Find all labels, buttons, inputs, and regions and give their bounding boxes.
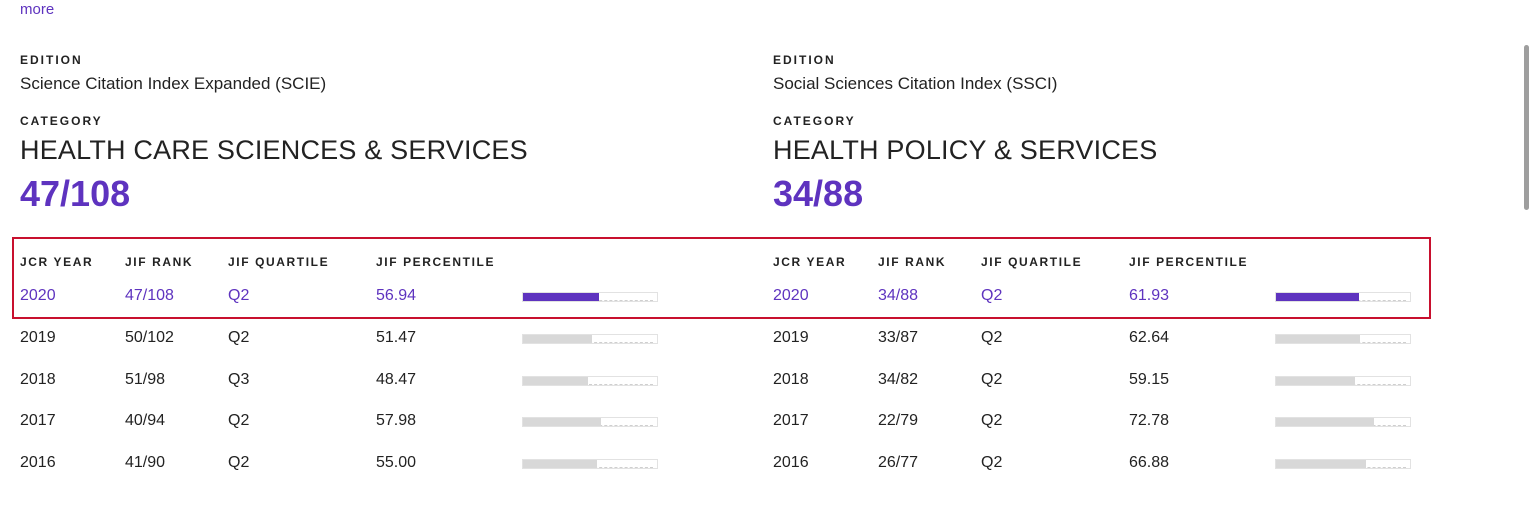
cell-jcr-year: 2018 xyxy=(20,371,56,388)
percentile-bar xyxy=(522,292,658,302)
table-row: 2020 47/108 Q2 56.94 xyxy=(20,287,760,309)
percentile-bar-fill xyxy=(523,377,588,385)
scrollbar-thumb[interactable] xyxy=(1524,45,1529,210)
header-jif-percentile: JIF PERCENTILE xyxy=(1129,255,1249,269)
table-row: 2020 34/88 Q2 61.93 xyxy=(773,287,1513,309)
percentile-bar xyxy=(1275,376,1411,386)
header-jcr-year: JCR YEAR xyxy=(20,255,94,269)
cell-jcr-year[interactable]: 2020 xyxy=(773,287,809,304)
percentile-bar xyxy=(522,334,658,344)
cell-jif-rank: 22/79 xyxy=(878,412,919,429)
cell-jif-percentile: 51.47 xyxy=(376,329,417,346)
cell-jif-rank[interactable]: 34/88 xyxy=(878,287,919,304)
cell-jif-percentile: 57.98 xyxy=(376,412,417,429)
percentile-bar-fill xyxy=(1276,418,1374,426)
cell-jif-quartile[interactable]: Q2 xyxy=(981,287,1003,304)
category-rank: 47/108 xyxy=(20,173,131,214)
cell-jif-quartile: Q2 xyxy=(228,412,250,429)
category-label: CATEGORY xyxy=(20,114,103,128)
cell-jif-rank: 50/102 xyxy=(125,329,174,346)
cell-jif-percentile: 48.47 xyxy=(376,371,417,388)
cell-jcr-year: 2016 xyxy=(20,454,56,471)
percentile-bar-fill xyxy=(523,335,592,343)
percentile-bar-fill xyxy=(1276,335,1360,343)
cell-jif-quartile: Q2 xyxy=(981,412,1003,429)
category-rank: 34/88 xyxy=(773,173,864,214)
table-row: 2018 51/98 Q3 48.47 xyxy=(20,371,760,393)
header-jif-quartile: JIF QUARTILE xyxy=(228,255,330,269)
cell-jif-quartile[interactable]: Q2 xyxy=(228,287,250,304)
table-row: 2018 34/82 Q2 59.15 xyxy=(773,371,1513,393)
table-row: 2019 50/102 Q2 51.47 xyxy=(20,329,760,351)
percentile-bar xyxy=(1275,292,1411,302)
edition-label: EDITION xyxy=(20,53,83,67)
cell-jcr-year: 2018 xyxy=(773,371,809,388)
header-jif-rank: JIF RANK xyxy=(878,255,947,269)
cell-jif-percentile: 55.00 xyxy=(376,454,417,471)
cell-jcr-year: 2016 xyxy=(773,454,809,471)
table-header: JCR YEAR JIF RANK JIF QUARTILE JIF PERCE… xyxy=(773,255,1513,273)
percentile-bar xyxy=(1275,417,1411,427)
percentile-bar-fill xyxy=(523,418,601,426)
panel-ssci: EDITION Social Sciences Citation Index (… xyxy=(773,0,1513,527)
percentile-bar xyxy=(522,459,658,469)
percentile-bar-fill xyxy=(1276,293,1359,301)
cell-jcr-year: 2019 xyxy=(20,329,56,346)
percentile-bar xyxy=(1275,334,1411,344)
cell-jif-rank: 41/90 xyxy=(125,454,166,471)
cell-jcr-year[interactable]: 2020 xyxy=(20,287,56,304)
table-row: 2017 40/94 Q2 57.98 xyxy=(20,412,760,434)
cell-jif-quartile: Q2 xyxy=(228,454,250,471)
percentile-bar-fill xyxy=(1276,377,1356,385)
more-link[interactable]: more xyxy=(20,1,55,18)
cell-jcr-year: 2017 xyxy=(20,412,56,429)
cell-jif-quartile: Q2 xyxy=(228,329,250,346)
cell-jif-rank: 26/77 xyxy=(878,454,919,471)
header-jcr-year: JCR YEAR xyxy=(773,255,847,269)
cell-jif-quartile: Q3 xyxy=(228,371,250,388)
header-jif-percentile: JIF PERCENTILE xyxy=(376,255,496,269)
table-row: 2019 33/87 Q2 62.64 xyxy=(773,329,1513,351)
percentile-bar xyxy=(522,417,658,427)
table-row: 2016 26/77 Q2 66.88 xyxy=(773,454,1513,476)
cell-jcr-year: 2019 xyxy=(773,329,809,346)
cell-jif-percentile: 62.64 xyxy=(1129,329,1170,346)
cell-jif-rank[interactable]: 47/108 xyxy=(125,287,174,304)
cell-jif-percentile: 66.88 xyxy=(1129,454,1170,471)
table-row: 2016 41/90 Q2 55.00 xyxy=(20,454,760,476)
percentile-bar xyxy=(522,376,658,386)
cell-jif-percentile: 56.94 xyxy=(376,287,417,304)
cell-jif-rank: 33/87 xyxy=(878,329,919,346)
cell-jcr-year: 2017 xyxy=(773,412,809,429)
table-row: 2017 22/79 Q2 72.78 xyxy=(773,412,1513,434)
percentile-bar xyxy=(1275,459,1411,469)
highlight-box xyxy=(12,237,1431,319)
cell-jif-percentile: 72.78 xyxy=(1129,412,1170,429)
category-value: HEALTH POLICY & SERVICES xyxy=(773,135,1158,165)
percentile-bar-fill xyxy=(523,460,597,468)
edition-value: Science Citation Index Expanded (SCIE) xyxy=(20,74,327,93)
cell-jif-quartile: Q2 xyxy=(981,454,1003,471)
percentile-bar-fill xyxy=(523,293,600,301)
panel-scie: EDITION Science Citation Index Expanded … xyxy=(20,0,760,527)
cell-jif-percentile: 59.15 xyxy=(1129,371,1170,388)
cell-jif-percentile: 61.93 xyxy=(1129,287,1170,304)
cell-jif-rank: 51/98 xyxy=(125,371,166,388)
header-jif-rank: JIF RANK xyxy=(125,255,194,269)
category-label: CATEGORY xyxy=(773,114,856,128)
percentile-bar-fill xyxy=(1276,460,1366,468)
edition-value: Social Sciences Citation Index (SSCI) xyxy=(773,74,1058,93)
table-header: JCR YEAR JIF RANK JIF QUARTILE JIF PERCE… xyxy=(20,255,760,273)
header-jif-quartile: JIF QUARTILE xyxy=(981,255,1083,269)
cell-jif-quartile: Q2 xyxy=(981,371,1003,388)
cell-jif-quartile: Q2 xyxy=(981,329,1003,346)
cell-jif-rank: 40/94 xyxy=(125,412,166,429)
edition-label: EDITION xyxy=(773,53,836,67)
cell-jif-rank: 34/82 xyxy=(878,371,919,388)
category-value: HEALTH CARE SCIENCES & SERVICES xyxy=(20,135,528,165)
